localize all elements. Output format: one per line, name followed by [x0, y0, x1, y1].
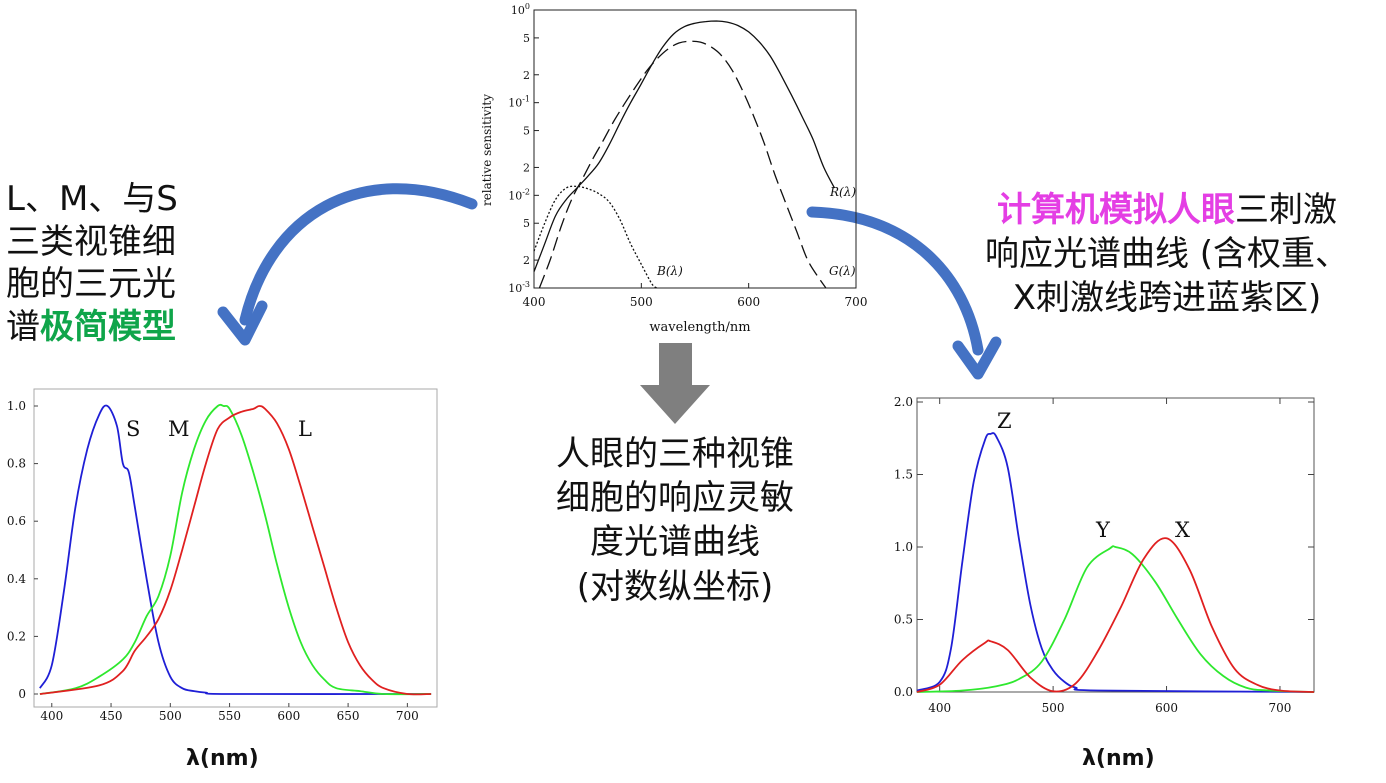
- series-label-Z: Z: [997, 409, 1012, 433]
- left-caption-line4-plain: 谱: [6, 306, 40, 347]
- top-y-tick-label: 10-1: [508, 95, 530, 110]
- series-label-B: B(λ): [656, 264, 683, 278]
- center-caption-line3: 度光谱曲线: [590, 522, 760, 563]
- top-y-tick-label: 5: [523, 125, 530, 138]
- top-chart-ylabel: relative sensitivity: [480, 94, 494, 206]
- right-xyz-chart: 0.0 0.5 1.0 1.5 2.0 400 500 600 700 Z Y X: [894, 395, 1315, 715]
- top-series-B-line: [533, 185, 658, 289]
- right-series-X-line: [916, 537, 1315, 693]
- left-y-tick-label: 0.2: [7, 629, 26, 643]
- top-y-tick-label: 5: [523, 217, 530, 230]
- right-caption: 计算机模拟人眼三刺激 响应光谱曲线 (含权重、 X刺激线跨进蓝紫区): [952, 188, 1382, 321]
- center-caption-line4: (对数纵坐标): [576, 566, 774, 607]
- top-y-tick-label: 10-2: [508, 187, 530, 202]
- left-series-S-line: [39, 404, 432, 695]
- right-caption-highlight: 计算机模拟人眼: [997, 190, 1235, 230]
- top-series-G-line: [538, 40, 827, 289]
- right-x-tick-label: 400: [928, 701, 951, 715]
- right-y-tick-label: 0.5: [894, 613, 913, 627]
- left-x-tick-label: 400: [40, 709, 63, 723]
- down-arrow: [640, 343, 710, 424]
- top-x-tick-label: 500: [630, 295, 653, 309]
- left-y-tick-label: 0.4: [7, 572, 26, 586]
- right-caption-line3: X刺激线跨进蓝紫区): [1012, 278, 1322, 319]
- left-y-tick-label: 0.6: [7, 514, 26, 528]
- left-caption-highlight: 极简模型: [40, 306, 176, 347]
- right-y-tick-label: 1.5: [894, 468, 913, 482]
- left-curved-arrow: [217, 183, 478, 346]
- series-label-X: X: [1175, 518, 1190, 542]
- top-chart-frame: [533, 9, 857, 289]
- left-caption-line4: 谱极简模型: [6, 306, 246, 349]
- top-x-tick-label: 700: [845, 295, 868, 309]
- series-label-M: M: [168, 417, 190, 441]
- left-caption: L、M、与S 三类视锥细 胞的三元光 谱极简模型: [6, 178, 246, 348]
- top-x-tick-label: 600: [737, 295, 760, 309]
- left-x-tick-label: 700: [396, 709, 419, 723]
- right-x-tick-label: 700: [1269, 701, 1292, 715]
- left-y-tick-label: 0: [18, 687, 26, 701]
- top-log-chart: relative sensitivity wavelength/nm 400 50…: [480, 2, 867, 335]
- left-x-tick-label: 500: [159, 709, 182, 723]
- left-x-tick-label: 450: [100, 709, 123, 723]
- left-y-tick-label: 1.0: [7, 399, 26, 413]
- top-y-tick-label: 2: [523, 69, 530, 82]
- right-series-Y-line: [916, 545, 1315, 693]
- top-y-tick-label: 2: [523, 254, 530, 267]
- right-y-tick-label: 1.0: [894, 540, 913, 554]
- center-caption-line1: 人眼的三种视锥: [556, 434, 794, 474]
- series-label-R: R(λ): [829, 185, 856, 199]
- right-x-tick-label: 600: [1155, 701, 1178, 715]
- top-y-tick-label: 2: [523, 161, 530, 174]
- center-caption-line2: 细胞的响应灵敏: [556, 478, 794, 519]
- top-y-tick-label: 5: [523, 32, 530, 45]
- right-curved-arrow: [806, 206, 1002, 380]
- left-x-tick-label: 650: [337, 709, 360, 723]
- right-y-tick-label: 0.0: [894, 685, 913, 699]
- top-chart-xlabel: wavelength/nm: [649, 320, 750, 335]
- left-series-L-line: [39, 405, 432, 696]
- left-x-tick-label: 600: [277, 709, 300, 723]
- series-label-G: G(λ): [829, 264, 856, 278]
- top-series-R-line: [533, 20, 836, 272]
- right-caption-line2: 响应光谱曲线 (含权重、: [984, 234, 1350, 275]
- series-label-S: S: [126, 417, 140, 441]
- left-series-M-line: [39, 403, 432, 696]
- series-label-Y: Y: [1095, 518, 1111, 542]
- left-y-tick-label: 0.8: [7, 457, 26, 471]
- top-x-tick-label: 400: [523, 295, 546, 309]
- right-chart-xlabel: λ(nm): [1082, 746, 1155, 771]
- center-caption: 人眼的三种视锥 细胞的响应灵敏 度光谱曲线 (对数纵坐标): [520, 432, 830, 609]
- left-x-tick-label: 550: [218, 709, 241, 723]
- top-y-tick-label: 10-3: [508, 280, 530, 295]
- right-caption-line1-plain: 三刺激: [1235, 190, 1337, 230]
- left-chart-frame: [33, 388, 438, 708]
- right-caption-line1: 计算机模拟人眼三刺激: [952, 188, 1382, 232]
- right-y-tick-label: 2.0: [894, 395, 913, 409]
- series-label-L: L: [298, 417, 312, 441]
- right-x-tick-label: 500: [1042, 701, 1065, 715]
- left-caption-line3: 胞的三元光: [6, 264, 176, 304]
- left-caption-line1: L、M、与S: [6, 179, 178, 219]
- left-chart-xlabel: λ(nm): [186, 746, 259, 771]
- right-series-Z-line: [916, 432, 1315, 693]
- top-y-tick-label: 100: [511, 2, 530, 17]
- left-caption-line2: 三类视锥细: [6, 221, 176, 262]
